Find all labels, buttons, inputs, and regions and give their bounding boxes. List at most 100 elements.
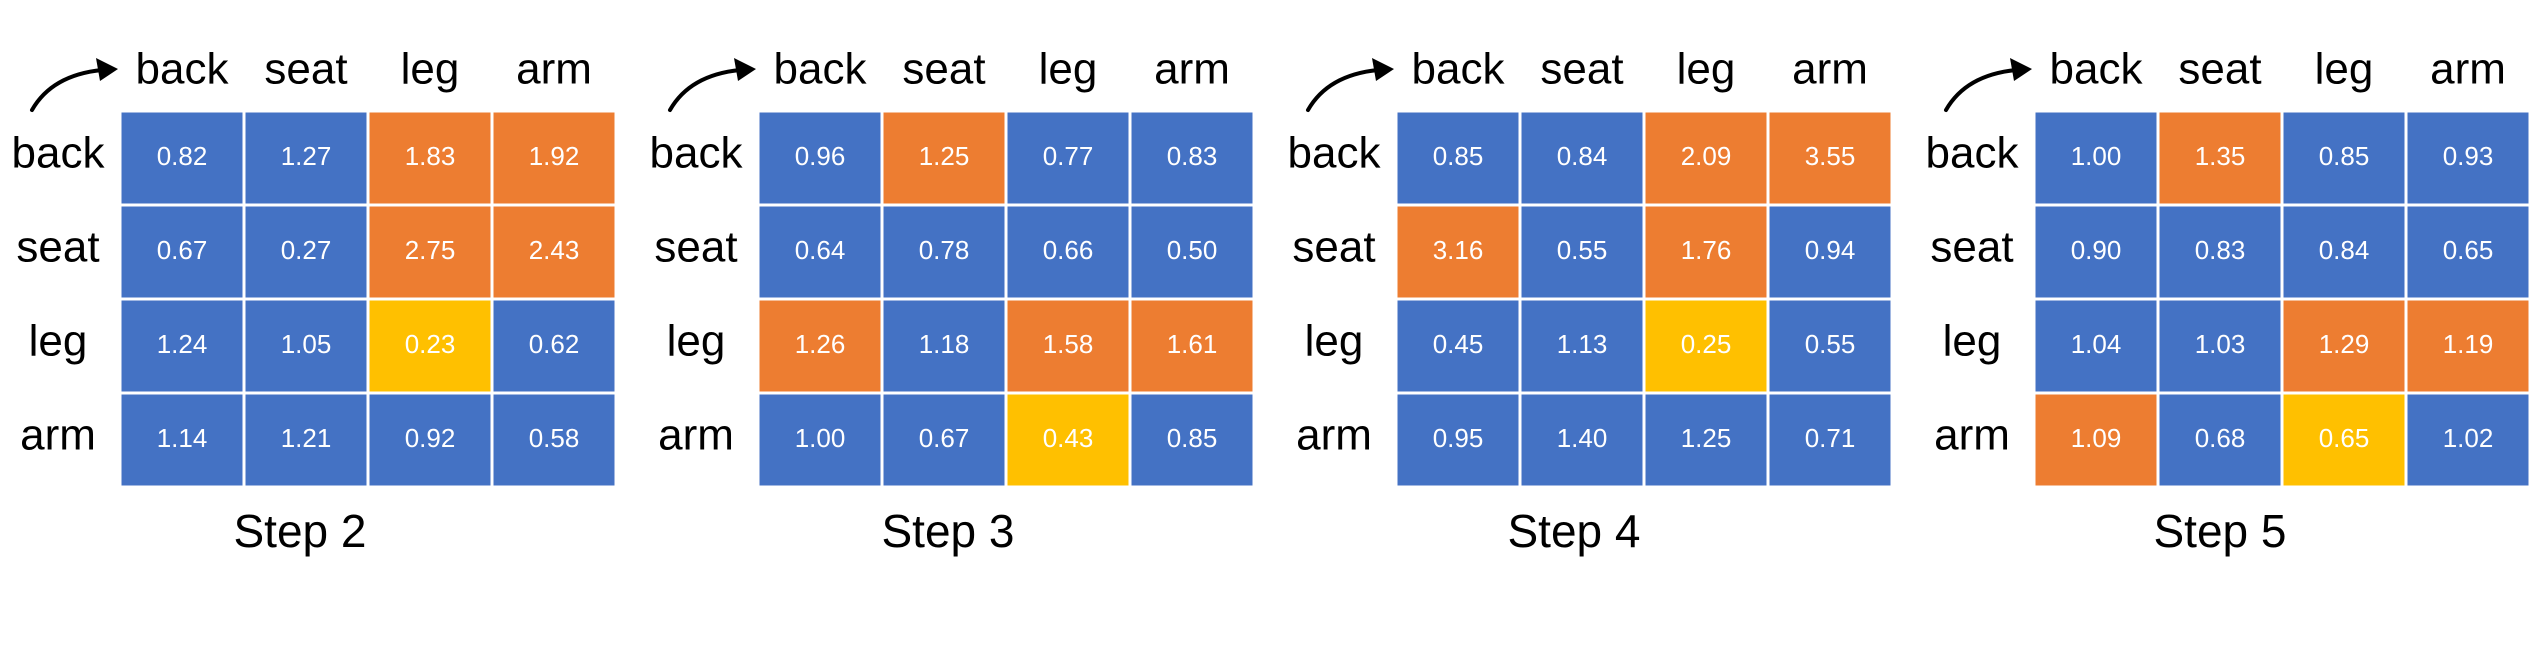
heatmap-cell xyxy=(1518,297,1646,395)
curved-arrow-icon xyxy=(1944,58,2032,112)
cell-value-label: 1.29 xyxy=(2319,329,2370,359)
column-label-back: back xyxy=(774,45,868,94)
cell-value-label: 1.09 xyxy=(2071,423,2122,453)
cell-value-label: 1.26 xyxy=(795,329,846,359)
cell-value-label: 0.64 xyxy=(795,235,846,265)
heatmap-cell xyxy=(1004,297,1132,395)
column-label-back: back xyxy=(2050,45,2144,94)
row-label-seat: seat xyxy=(1930,223,2013,272)
column-label-leg: leg xyxy=(2315,45,2374,94)
cell-value-label: 1.18 xyxy=(919,329,970,359)
curved-arrow-head xyxy=(2010,58,2032,81)
cell-value-label: 0.83 xyxy=(2195,235,2246,265)
cell-value-label: 0.66 xyxy=(1043,235,1094,265)
cell-value-label: 3.16 xyxy=(1433,235,1484,265)
cell-value-label: 0.77 xyxy=(1043,141,1094,171)
cell-value-label: 0.85 xyxy=(1167,423,1218,453)
heatmap-cell xyxy=(880,203,1008,301)
cell-value-label: 0.92 xyxy=(405,423,456,453)
row-label-arm: arm xyxy=(1934,411,2010,460)
cell-value-label: 1.13 xyxy=(1557,329,1608,359)
heatmap-panel-1: back seat leg arm back seat leg arm 0.82 1.27 1.83… xyxy=(12,45,618,557)
cell-value-label: 1.40 xyxy=(1557,423,1608,453)
cell-value-label: 1.00 xyxy=(2071,141,2122,171)
column-label-seat: seat xyxy=(2178,45,2261,94)
heatmap-cell xyxy=(1766,297,1894,395)
cell-value-label: 0.23 xyxy=(405,329,456,359)
row-label-leg: leg xyxy=(667,317,726,366)
cell-value-label: 1.21 xyxy=(281,423,332,453)
cell-value-label: 1.03 xyxy=(2195,329,2246,359)
heatmap-cell xyxy=(2404,391,2532,489)
cell-value-label: 3.55 xyxy=(1805,141,1856,171)
cell-value-label: 1.27 xyxy=(281,141,332,171)
column-label-seat: seat xyxy=(902,45,985,94)
heatmap-cell xyxy=(242,203,370,301)
cell-value-label: 0.25 xyxy=(1681,329,1732,359)
heatmap-cell xyxy=(1004,391,1132,489)
heatmap-panel-3: back seat leg arm back seat leg arm 0.85 0.84 2.09… xyxy=(1288,45,1894,557)
curved-arrow-icon xyxy=(668,58,756,112)
heatmap-cell xyxy=(1128,203,1256,301)
row-label-back: back xyxy=(650,129,744,178)
heatmap-cell xyxy=(880,109,1008,207)
heatmap-cell xyxy=(490,391,618,489)
heatmap-cell xyxy=(2280,109,2408,207)
cell-value-label: 0.78 xyxy=(919,235,970,265)
curved-arrow-head xyxy=(734,58,756,81)
heatmap-cell xyxy=(118,391,246,489)
column-label-arm: arm xyxy=(516,45,592,94)
cell-value-label: 1.19 xyxy=(2443,329,2494,359)
column-label-back: back xyxy=(136,45,230,94)
cell-value-label: 1.35 xyxy=(2195,141,2246,171)
cell-value-label: 0.65 xyxy=(2319,423,2370,453)
row-label-leg: leg xyxy=(1305,317,1364,366)
heatmap-cell xyxy=(756,391,884,489)
heatmap-cell xyxy=(2404,109,2532,207)
heatmap-cell xyxy=(2156,391,2284,489)
panel-title: Step 2 xyxy=(234,505,367,557)
cell-value-label: 0.96 xyxy=(795,141,846,171)
cell-value-label: 1.61 xyxy=(1167,329,1218,359)
column-label-leg: leg xyxy=(401,45,460,94)
cell-value-label: 0.71 xyxy=(1805,423,1856,453)
cell-value-label: 0.55 xyxy=(1557,235,1608,265)
row-label-arm: arm xyxy=(1296,411,1372,460)
cell-value-label: 0.95 xyxy=(1433,423,1484,453)
panel-title: Step 5 xyxy=(2154,505,2287,557)
cell-value-label: 2.09 xyxy=(1681,141,1732,171)
cell-value-label: 0.45 xyxy=(1433,329,1484,359)
cell-value-label: 1.14 xyxy=(157,423,208,453)
row-label-seat: seat xyxy=(16,223,99,272)
heatmap-cell xyxy=(1642,391,1770,489)
cell-value-label: 1.76 xyxy=(1681,235,1732,265)
row-label-back: back xyxy=(12,129,106,178)
column-label-arm: arm xyxy=(1154,45,1230,94)
curved-arrow-shaft xyxy=(668,68,742,112)
heatmap-cell xyxy=(242,391,370,489)
cell-value-label: 1.25 xyxy=(919,141,970,171)
column-label-seat: seat xyxy=(264,45,347,94)
cell-value-label: 0.93 xyxy=(2443,141,2494,171)
row-label-arm: arm xyxy=(658,411,734,460)
heatmap-cell xyxy=(2032,391,2160,489)
heatmap-cell xyxy=(242,109,370,207)
heatmap-cell xyxy=(242,297,370,395)
cell-value-label: 1.05 xyxy=(281,329,332,359)
curved-arrow-icon xyxy=(30,58,118,112)
heatmap-cell xyxy=(490,203,618,301)
row-label-arm: arm xyxy=(20,411,96,460)
heatmap-cell xyxy=(1394,203,1522,301)
heatmap-cell xyxy=(2156,203,2284,301)
curved-arrow-shaft xyxy=(1944,68,2018,112)
cell-value-label: 0.85 xyxy=(1433,141,1484,171)
heatmap-cell xyxy=(1128,297,1256,395)
cell-value-label: 0.50 xyxy=(1167,235,1218,265)
panel-title: Step 4 xyxy=(1508,505,1641,557)
cell-value-label: 0.68 xyxy=(2195,423,2246,453)
column-label-back: back xyxy=(1412,45,1506,94)
column-label-leg: leg xyxy=(1039,45,1098,94)
heatmap-cell xyxy=(118,109,246,207)
